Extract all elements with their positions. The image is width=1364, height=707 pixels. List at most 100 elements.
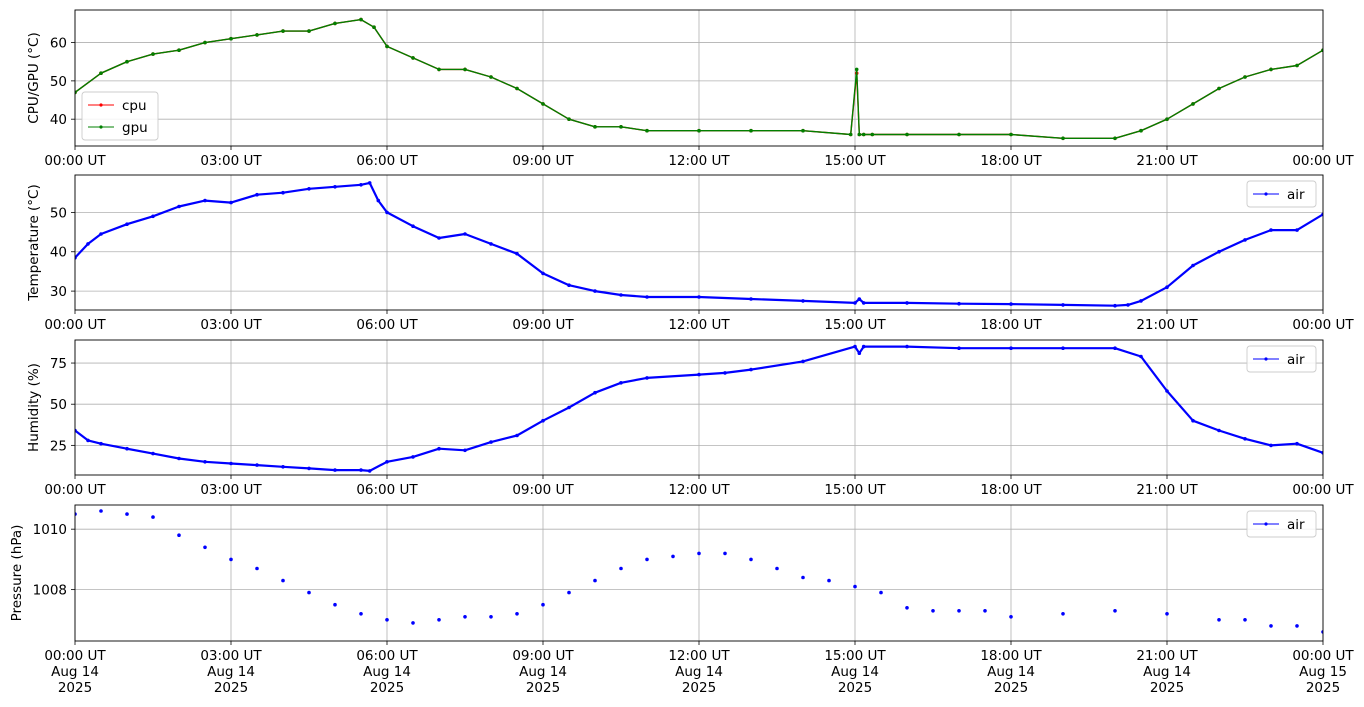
x-tick-label: 03:00 UT — [200, 153, 262, 169]
data-point — [229, 557, 233, 562]
data-point — [1009, 132, 1013, 137]
data-point — [151, 515, 155, 519]
data-point — [99, 71, 103, 75]
legend-label: air — [1287, 517, 1305, 533]
data-point — [541, 418, 545, 423]
data-point — [671, 554, 675, 559]
x-tick-label: 21:00 UT — [1136, 153, 1198, 169]
data-point — [645, 295, 649, 299]
y-tick-label: 25 — [50, 438, 67, 454]
axes-frame — [74, 174, 1324, 311]
y-tick-label: 1008 — [33, 583, 67, 599]
data-point — [905, 301, 909, 305]
data-point — [1295, 228, 1299, 232]
legend-label: cpu — [122, 98, 147, 114]
series-gpu — [75, 17, 1323, 141]
data-point — [1139, 299, 1143, 303]
data-point — [281, 465, 285, 469]
data-point — [749, 557, 753, 562]
data-point — [255, 192, 259, 197]
data-point — [203, 198, 207, 203]
data-point — [411, 621, 415, 625]
y-axis-label: Pressure (hPa) — [9, 525, 25, 622]
data-point — [1269, 624, 1273, 628]
x-tick-label: 12:00 UT — [668, 482, 730, 498]
data-point — [983, 609, 987, 613]
data-point — [870, 132, 875, 137]
data-point — [1113, 346, 1117, 351]
axes-frame — [74, 9, 1324, 147]
data-point — [1243, 437, 1247, 441]
data-point — [827, 578, 831, 583]
data-point — [1113, 303, 1117, 308]
data-point — [645, 557, 649, 562]
x-tick-label: 06:00 UT Aug 14 2025 — [356, 648, 418, 696]
series-air — [75, 344, 1323, 473]
x-tick-label: 12:00 UT Aug 14 2025 — [668, 648, 730, 696]
x-tick-label: 00:00 UT — [44, 317, 106, 333]
x-tick-label: 06:00 UT — [356, 482, 418, 498]
data-point — [801, 359, 805, 364]
data-point — [593, 578, 597, 583]
y-tick-label: 60 — [50, 36, 67, 52]
data-point — [437, 67, 441, 72]
x-tick-label: 09:00 UT — [512, 317, 574, 333]
legend-label: air — [1287, 187, 1305, 203]
data-point — [1243, 618, 1247, 622]
data-point — [151, 451, 155, 456]
data-point — [125, 222, 129, 226]
data-point — [1139, 354, 1143, 359]
data-point — [307, 187, 311, 191]
data-point — [1061, 136, 1065, 141]
x-tick-label: 06:00 UT — [356, 317, 418, 333]
data-point — [848, 132, 853, 137]
y-tick-label: 1010 — [33, 522, 67, 538]
data-point — [853, 584, 857, 589]
legend-swatch-marker — [99, 103, 103, 107]
data-point — [931, 609, 935, 613]
data-point — [723, 371, 727, 375]
data-point — [177, 204, 181, 209]
data-point — [125, 512, 129, 516]
data-point — [385, 460, 389, 464]
data-point — [125, 59, 129, 64]
x-tick-label: 00:00 UT — [1292, 482, 1354, 498]
data-point — [489, 615, 493, 619]
data-point — [359, 17, 363, 22]
data-point — [1269, 443, 1273, 448]
data-point — [1009, 346, 1013, 351]
data-point — [385, 618, 389, 622]
data-point — [775, 566, 779, 571]
data-point — [723, 551, 727, 556]
x-tick-label: 09:00 UT — [512, 153, 574, 169]
data-point — [567, 117, 571, 121]
data-point — [376, 198, 381, 203]
data-point — [857, 132, 862, 137]
data-point — [1165, 117, 1169, 121]
x-tick-label: 18:00 UT — [980, 153, 1042, 169]
data-point — [1217, 618, 1221, 622]
data-point — [1295, 63, 1299, 68]
data-point — [697, 372, 701, 377]
data-point — [359, 612, 363, 616]
data-point — [151, 214, 155, 219]
data-point — [307, 590, 311, 595]
legend-swatch-marker — [1264, 192, 1268, 196]
data-point — [1269, 67, 1273, 72]
data-point — [957, 132, 961, 137]
data-point — [333, 21, 337, 26]
data-point — [177, 456, 181, 461]
data-point — [372, 25, 376, 30]
data-point — [1139, 128, 1143, 133]
x-tick-label: 21:00 UT — [1136, 482, 1198, 498]
data-point — [593, 390, 597, 395]
y-tick-label: 40 — [50, 112, 67, 128]
data-point — [857, 297, 862, 301]
x-tick-label: 03:00 UT — [200, 482, 262, 498]
panel-3: 00:00 UT 03:00 UT 06:00 UT 09:00 UT 12:00 UT… — [26, 339, 1354, 498]
data-point — [411, 455, 415, 459]
legend: cpu gpu — [81, 91, 159, 141]
data-point — [957, 301, 961, 306]
data-point — [861, 132, 866, 137]
